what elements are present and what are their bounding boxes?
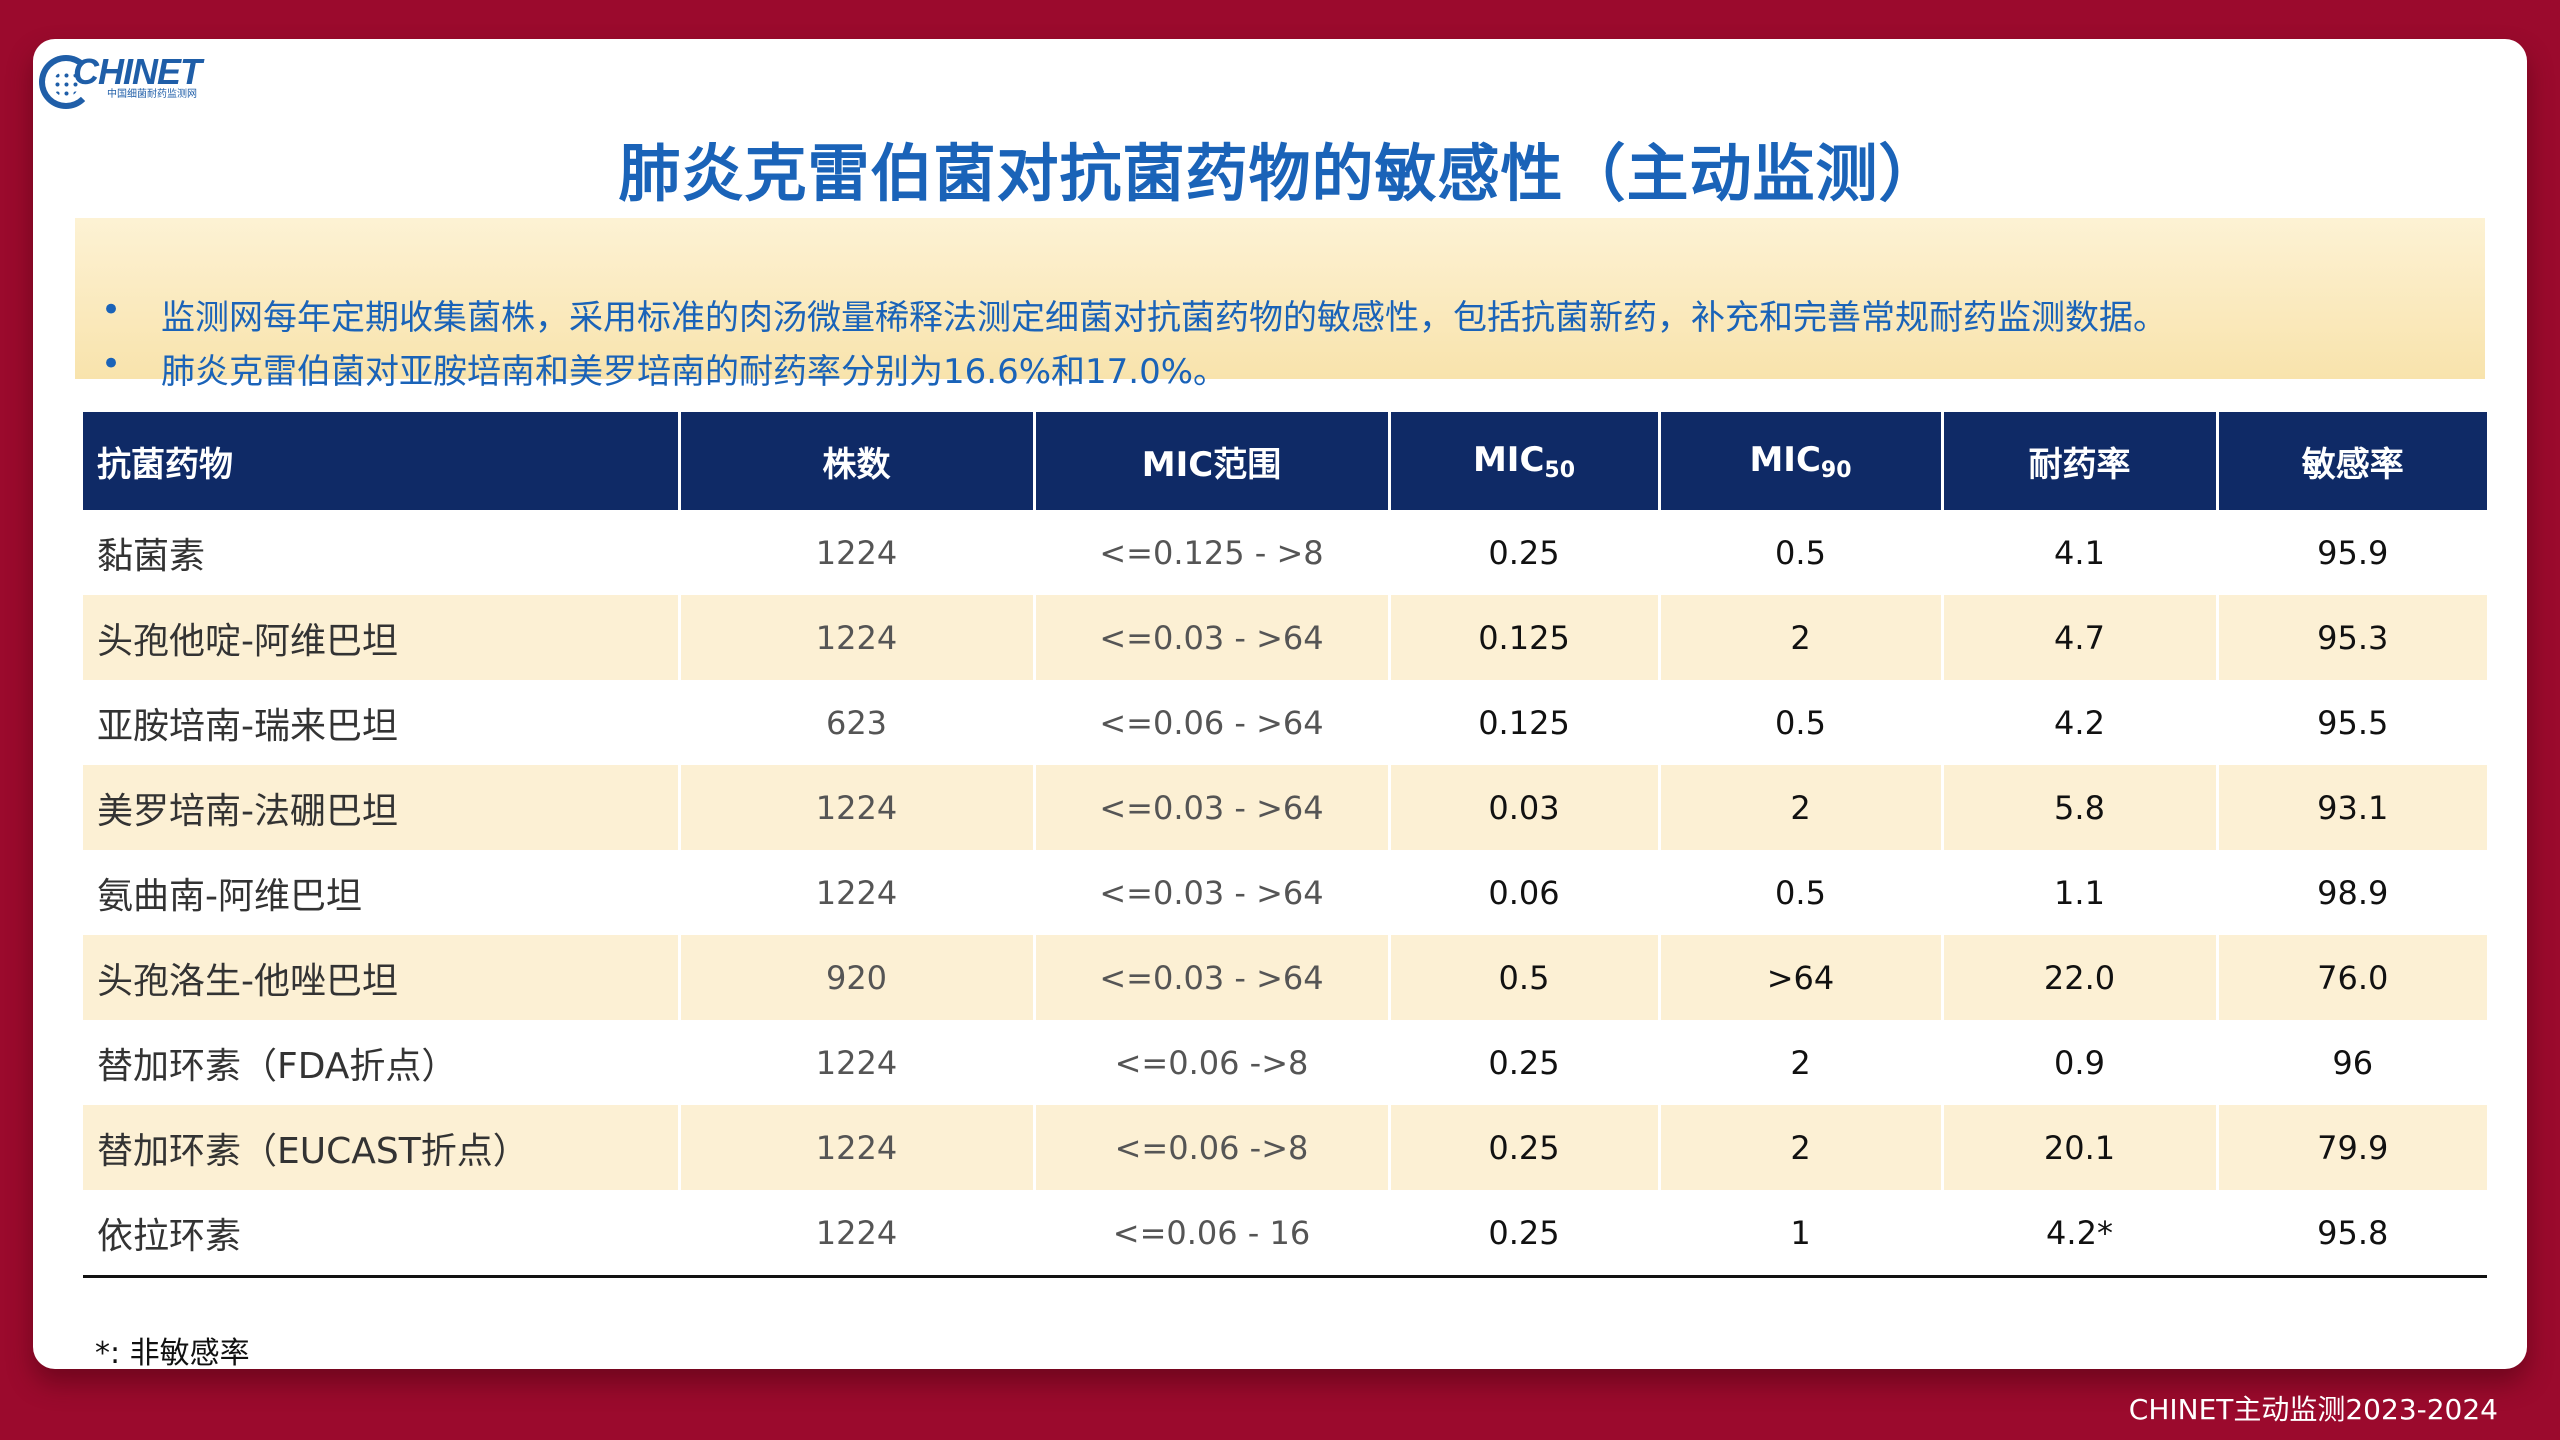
- header-mic90: MIC90: [1659, 412, 1944, 510]
- cell-resistance-rate: 4.2: [1942, 680, 2219, 765]
- cell-susceptibility-rate: 95.9: [2217, 510, 2487, 595]
- cell-drug: 亚胺培南-瑞来巴坦: [83, 680, 681, 765]
- cell-susceptibility-rate: 95.3: [2217, 595, 2487, 680]
- bullet-icon: •: [101, 290, 122, 330]
- cell-drug: 头孢洛生-他唑巴坦: [83, 935, 681, 1020]
- cell-susceptibility-rate: 98.9: [2217, 850, 2487, 935]
- header-mic50-sub: 50: [1544, 457, 1576, 483]
- cell-drug: 头孢他啶-阿维巴坦: [83, 595, 681, 680]
- logo-subtitle: 中国细菌耐药监测网: [107, 89, 197, 100]
- cell-count: 1224: [679, 510, 1036, 595]
- table-row: 替加环素（FDA折点） 1224 <=0.06 ->8 0.25 2 0.9 9…: [83, 1020, 2487, 1105]
- cell-resistance-rate: 22.0: [1942, 935, 2219, 1020]
- cell-resistance-rate: 20.1: [1942, 1105, 2219, 1190]
- cell-count: 1224: [679, 1105, 1036, 1190]
- table-row: 头孢他啶-阿维巴坦 1224 <=0.03 - >64 0.125 2 4.7 …: [83, 595, 2487, 680]
- table-row: 氨曲南-阿维巴坦 1224 <=0.03 - >64 0.06 0.5 1.1 …: [83, 850, 2487, 935]
- cell-susceptibility-rate: 95.5: [2217, 680, 2487, 765]
- cell-mic-range: <=0.03 - >64: [1034, 595, 1391, 680]
- header-mic50: MIC50: [1389, 412, 1661, 510]
- cell-mic-range: <=0.03 - >64: [1034, 850, 1391, 935]
- logo-word: CHINET: [73, 51, 202, 92]
- cell-mic50: 0.125: [1389, 595, 1661, 680]
- cell-mic50: 0.06: [1389, 850, 1661, 935]
- header-susceptibility-rate: 敏感率: [2217, 412, 2487, 510]
- susceptibility-table: 抗菌药物 株数 MIC范围 MIC50 MIC90 耐药率 敏感率 黏菌素 12…: [83, 412, 2487, 1278]
- header-drug: 抗菌药物: [83, 412, 681, 510]
- cell-susceptibility-rate: 93.1: [2217, 765, 2487, 850]
- table-header-row: 抗菌药物 株数 MIC范围 MIC50 MIC90 耐药率 敏感率: [83, 412, 2487, 510]
- cell-count: 1224: [679, 595, 1036, 680]
- cell-drug: 替加环素（EUCAST折点）: [83, 1105, 681, 1190]
- table-row: 黏菌素 1224 <=0.125 - >8 0.25 0.5 4.1 95.9: [83, 510, 2487, 595]
- logo-dots-icon: [53, 71, 79, 97]
- cell-mic90: 0.5: [1659, 680, 1944, 765]
- cell-mic-range: <=0.03 - >64: [1034, 765, 1391, 850]
- header-mic50-base: MIC: [1472, 439, 1545, 480]
- cell-mic50: 0.25: [1389, 1105, 1661, 1190]
- footer-caption: CHINET主动监测2023-2024: [2128, 1393, 2498, 1426]
- table-row: 亚胺培南-瑞来巴坦 623 <=0.06 - >64 0.125 0.5 4.2…: [83, 680, 2487, 765]
- cell-mic50: 0.25: [1389, 510, 1661, 595]
- table-row: 依拉环素 1224 <=0.06 - 16 0.25 1 4.2* 95.8: [83, 1190, 2487, 1278]
- cell-mic50: 0.125: [1389, 680, 1661, 765]
- bullet-icon: •: [101, 344, 122, 384]
- cell-susceptibility-rate: 76.0: [2217, 935, 2487, 1020]
- cell-drug: 氨曲南-阿维巴坦: [83, 850, 681, 935]
- cell-mic90: 1: [1659, 1190, 1944, 1278]
- logo-ring-icon: [39, 55, 93, 109]
- slide-card: CHINET 中国细菌耐药监测网 肺炎克雷伯菌对抗菌药物的敏感性（主动监测） •…: [33, 39, 2527, 1369]
- cell-mic-range: <=0.06 - >64: [1034, 680, 1391, 765]
- cell-resistance-rate: 4.1: [1942, 510, 2219, 595]
- table-row: 头孢洛生-他唑巴坦 920 <=0.03 - >64 0.5 >64 22.0 …: [83, 935, 2487, 1020]
- cell-mic90: >64: [1659, 935, 1944, 1020]
- cell-drug: 依拉环素: [83, 1190, 681, 1278]
- cell-count: 623: [679, 680, 1036, 765]
- cell-mic90: 2: [1659, 765, 1944, 850]
- cell-mic90: 2: [1659, 1020, 1944, 1105]
- header-mic90-base: MIC: [1749, 439, 1821, 480]
- cell-count: 920: [679, 935, 1036, 1020]
- note-text: 肺炎克雷伯菌对亚胺培南和美罗培南的耐药率分别为16.6%和17.0%。: [161, 352, 1228, 392]
- cell-mic-range: <=0.06 ->8: [1034, 1020, 1391, 1105]
- header-count: 株数: [679, 412, 1036, 510]
- cell-resistance-rate: 4.7: [1942, 595, 2219, 680]
- table-row: 美罗培南-法硼巴坦 1224 <=0.03 - >64 0.03 2 5.8 9…: [83, 765, 2487, 850]
- table-row: 替加环素（EUCAST折点） 1224 <=0.06 ->8 0.25 2 20…: [83, 1105, 2487, 1190]
- cell-count: 1224: [679, 850, 1036, 935]
- cell-mic50: 0.03: [1389, 765, 1661, 850]
- cell-mic-range: <=0.03 - >64: [1034, 935, 1391, 1020]
- cell-count: 1224: [679, 1020, 1036, 1105]
- cell-susceptibility-rate: 96: [2217, 1020, 2487, 1105]
- cell-drug: 黏菌素: [83, 510, 681, 595]
- cell-resistance-rate: 4.2*: [1942, 1190, 2219, 1278]
- header-mic90-sub: 90: [1820, 457, 1852, 483]
- cell-mic90: 0.5: [1659, 510, 1944, 595]
- cell-mic-range: <=0.06 - 16: [1034, 1190, 1391, 1278]
- cell-mic-range: <=0.125 - >8: [1034, 510, 1391, 595]
- header-mic-range: MIC范围: [1034, 412, 1391, 510]
- cell-susceptibility-rate: 79.9: [2217, 1105, 2487, 1190]
- cell-mic90: 2: [1659, 595, 1944, 680]
- note-text: 监测网每年定期收集菌株，采用标准的肉汤微量稀释法测定细菌对抗菌药物的敏感性，包括…: [161, 298, 2167, 338]
- cell-mic50: 0.25: [1389, 1020, 1661, 1105]
- header-resistance-rate: 耐药率: [1942, 412, 2219, 510]
- chinet-logo: CHINET 中国细菌耐药监测网: [37, 49, 207, 109]
- summary-notes: • 监测网每年定期收集菌株，采用标准的肉汤微量稀释法测定细菌对抗菌药物的敏感性，…: [75, 218, 2485, 392]
- cell-mic-range: <=0.06 ->8: [1034, 1105, 1391, 1190]
- cell-drug: 替加环素（FDA折点）: [83, 1020, 681, 1105]
- page-title: 肺炎克雷伯菌对抗菌药物的敏感性（主动监测）: [618, 137, 1942, 210]
- cell-mic90: 2: [1659, 1105, 1944, 1190]
- cell-mic50: 0.25: [1389, 1190, 1661, 1278]
- cell-resistance-rate: 0.9: [1942, 1020, 2219, 1105]
- cell-mic50: 0.5: [1389, 935, 1661, 1020]
- cell-drug: 美罗培南-法硼巴坦: [83, 765, 681, 850]
- cell-susceptibility-rate: 95.8: [2217, 1190, 2487, 1278]
- cell-count: 1224: [679, 765, 1036, 850]
- cell-resistance-rate: 5.8: [1942, 765, 2219, 850]
- cell-count: 1224: [679, 1190, 1036, 1278]
- cell-resistance-rate: 1.1: [1942, 850, 2219, 935]
- cell-mic90: 0.5: [1659, 850, 1944, 935]
- footnote: *: 非敏感率: [95, 1336, 250, 1369]
